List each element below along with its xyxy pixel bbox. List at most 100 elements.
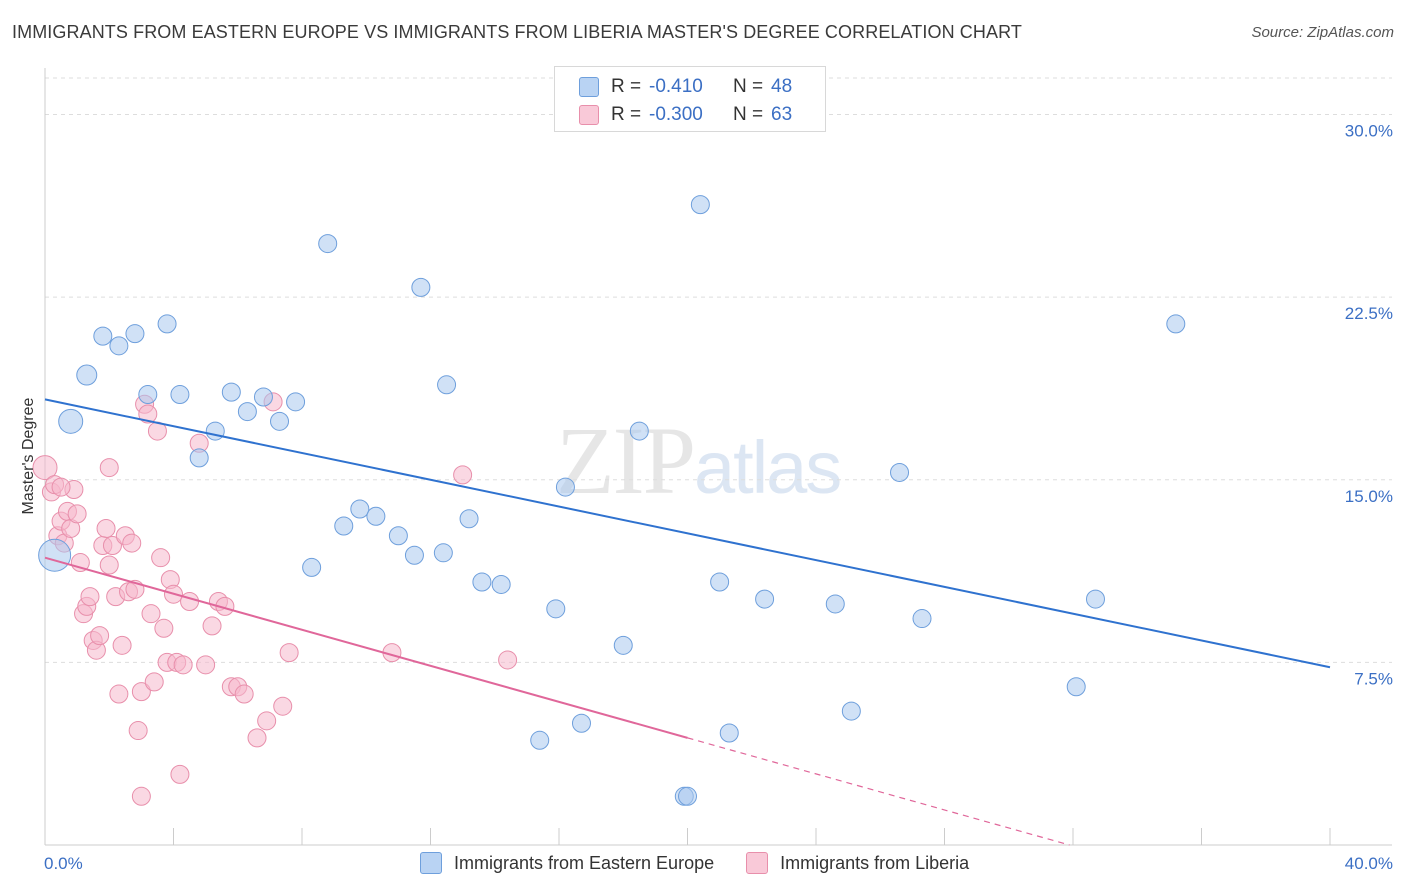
eastern-europe-point — [125, 324, 145, 344]
eastern-europe-point — [678, 786, 697, 806]
eastern-europe-point — [38, 538, 72, 572]
y-axis-title: Master's Degree — [20, 397, 37, 514]
eastern-europe-point — [472, 572, 492, 592]
liberia-point — [51, 477, 71, 497]
eastern-europe-point — [286, 392, 306, 412]
liberia-point — [112, 635, 132, 655]
legend-item-eastern-europe[interactable]: Immigrants from Eastern Europe — [420, 852, 714, 874]
eastern-europe-point — [710, 572, 730, 592]
eastern-europe-point — [221, 382, 241, 402]
eastern-europe-point — [237, 402, 257, 422]
liberia-point — [109, 684, 129, 704]
r-value: -0.300 — [649, 104, 703, 125]
liberia-point — [247, 728, 267, 748]
legend-row-liberia: R = -0.300 N = 63 — [579, 103, 792, 127]
x-tick-label-min: 0.0% — [44, 854, 83, 873]
n-label: N = — [733, 104, 764, 125]
blue-swatch — [420, 852, 442, 874]
y-tick-label: 7.5% — [1354, 669, 1393, 688]
eastern-europe-trendline — [44, 398, 1331, 669]
x-tick-label-max: 40.0% — [1345, 854, 1393, 873]
eastern-europe-point — [170, 385, 190, 405]
liberia-point — [202, 616, 222, 636]
liberia-point — [453, 465, 473, 485]
eastern-europe-point — [411, 277, 431, 297]
eastern-europe-point — [334, 516, 354, 536]
eastern-europe-point — [555, 477, 575, 497]
liberia-point — [32, 455, 58, 481]
chart-title: IMMIGRANTS FROM EASTERN EUROPE VS IMMIGR… — [12, 22, 1022, 42]
eastern-europe-point — [404, 545, 424, 565]
eastern-europe-point — [825, 594, 845, 614]
liberia-point — [170, 764, 190, 784]
series-legend: Immigrants from Eastern Europe Immigrant… — [420, 852, 1001, 874]
eastern-europe-point — [189, 448, 209, 468]
eastern-europe-point — [270, 411, 290, 431]
series-eastern-europe-points — [38, 195, 1186, 806]
axes — [44, 68, 1392, 846]
liberia-point — [96, 518, 116, 538]
liberia-point — [196, 655, 216, 675]
liberia-point — [131, 786, 151, 806]
eastern-europe-point — [388, 526, 408, 546]
eastern-europe-point — [755, 589, 775, 609]
watermark-zip: ZIP — [556, 407, 696, 514]
r-value: -0.410 — [649, 76, 703, 97]
liberia-point — [128, 721, 148, 741]
eastern-europe-point — [690, 195, 710, 215]
legend-label: Immigrants from Liberia — [780, 852, 970, 873]
axis-labels: 7.5% 15.0% 22.5% 30.0% 0.0% 40.0% Master's Deg… — [20, 122, 1393, 873]
liberia-point — [131, 682, 151, 702]
eastern-europe-point — [912, 609, 932, 629]
liberia-point — [67, 504, 87, 524]
legend-item-liberia[interactable]: Immigrants from Liberia — [746, 852, 969, 874]
eastern-europe-point — [1166, 314, 1186, 334]
y-tick-label: 15.0% — [1345, 487, 1393, 506]
eastern-europe-point — [530, 730, 550, 750]
eastern-europe-point — [302, 557, 322, 577]
eastern-europe-point — [76, 364, 98, 386]
eastern-europe-point — [350, 499, 370, 519]
eastern-europe-point — [157, 314, 177, 334]
eastern-europe-point — [629, 421, 649, 441]
eastern-europe-point — [1066, 677, 1086, 697]
correlation-legend: R = -0.410 N = 48 R = -0.300 N = 63 — [554, 66, 826, 132]
eastern-europe-point — [437, 375, 457, 395]
legend-label: Immigrants from Eastern Europe — [454, 852, 715, 873]
eastern-europe-point — [571, 713, 591, 733]
liberia-point — [99, 458, 119, 478]
eastern-europe-point — [613, 635, 633, 655]
liberia-point — [99, 555, 119, 575]
y-tick-label: 22.5% — [1345, 304, 1393, 323]
eastern-europe-point — [205, 421, 225, 441]
series-liberia-points — [32, 392, 518, 806]
liberia-point — [273, 696, 293, 716]
watermark: ZIPatlas — [556, 405, 842, 516]
blue-swatch — [579, 77, 599, 97]
eastern-europe-point — [433, 543, 453, 563]
eastern-europe-point — [890, 462, 910, 482]
liberia-point — [80, 587, 100, 607]
liberia-point — [154, 618, 174, 638]
pink-swatch — [579, 105, 599, 125]
liberia-point — [180, 592, 200, 612]
source-label: Source: ZipAtlas.com — [1251, 24, 1394, 41]
n-value: 63 — [771, 104, 793, 125]
eastern-europe-point — [459, 509, 479, 529]
r-label: R = — [611, 104, 642, 125]
eastern-europe-point — [253, 387, 273, 407]
liberia-point — [122, 533, 142, 553]
eastern-europe-point — [719, 723, 739, 743]
liberia-point — [498, 650, 518, 670]
eastern-europe-point — [58, 408, 84, 434]
eastern-europe-point — [138, 385, 158, 405]
liberia-point — [173, 655, 193, 675]
liberia-point — [144, 672, 164, 692]
legend-row-eastern-europe: R = -0.410 N = 48 — [579, 75, 792, 99]
eastern-europe-point — [546, 599, 566, 619]
y-tick-label: 30.0% — [1345, 122, 1393, 141]
liberia-point — [141, 604, 161, 624]
eastern-europe-point — [318, 234, 338, 254]
liberia-point — [102, 536, 122, 556]
